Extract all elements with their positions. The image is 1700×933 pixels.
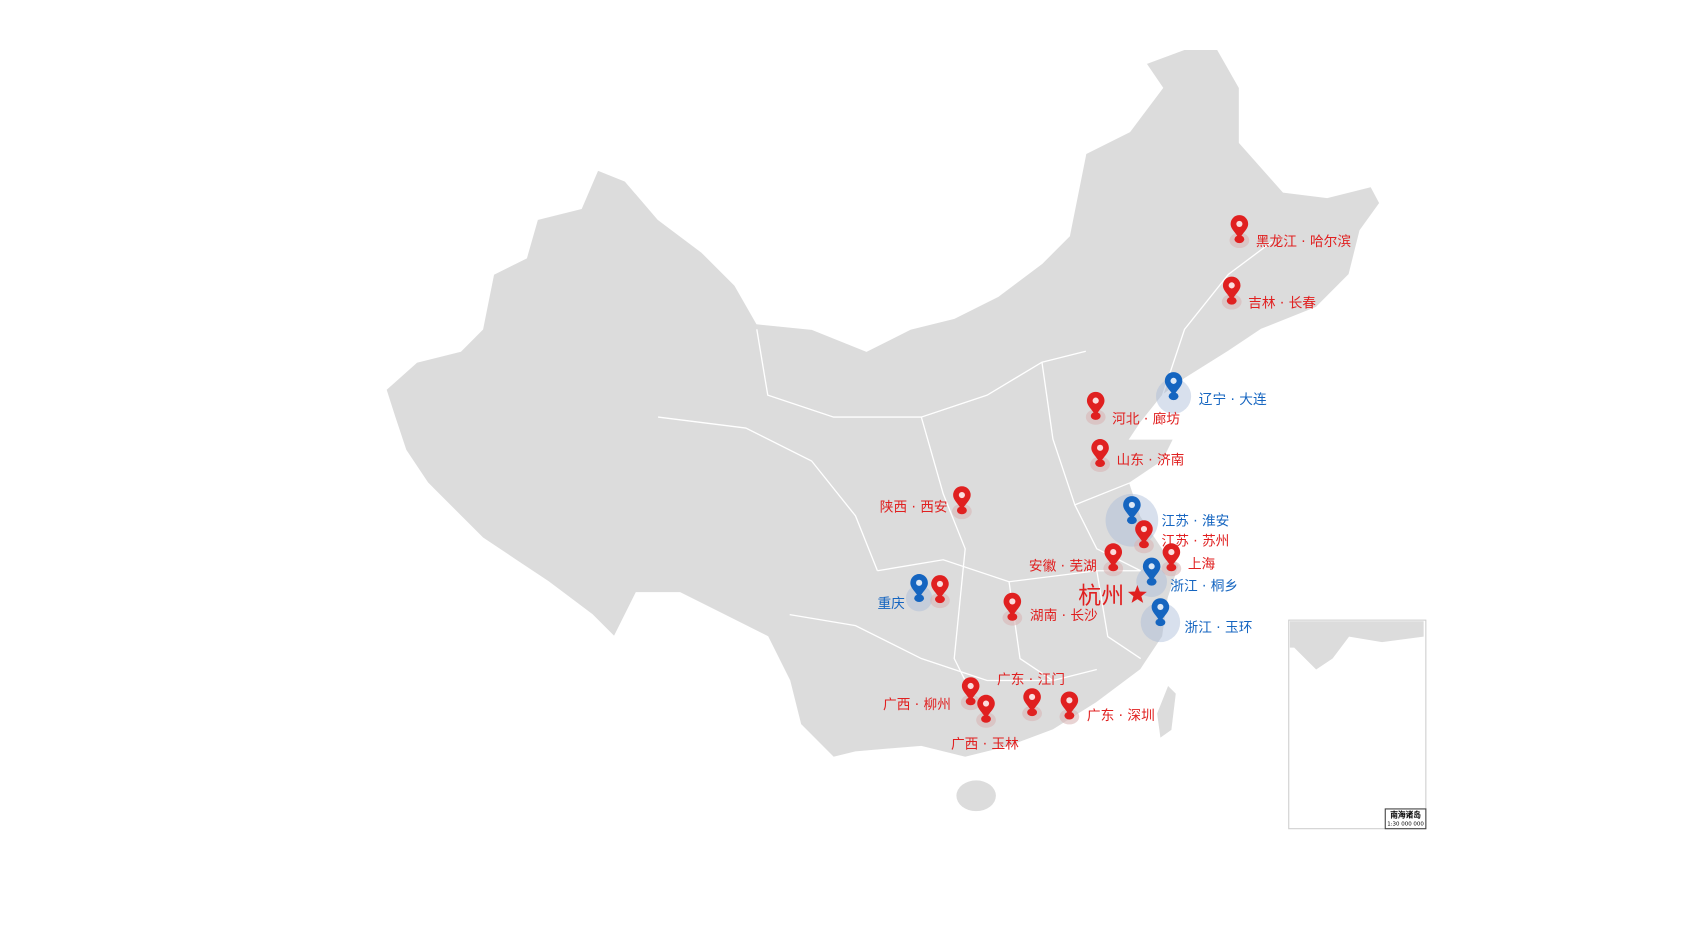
pin-dot [1110,549,1117,556]
marker-label: 安徽 · 芜湖 [1029,558,1097,575]
marker-label: 江苏 · 淮安 [1162,514,1230,530]
marker-label: 广西 · 玉林 [951,737,1019,753]
pin-dot [958,491,965,499]
marker-label: 上海 [1188,557,1216,573]
pin-dot [1228,282,1235,289]
map-pin-icon [1222,276,1241,301]
map-marker[interactable]: 广西 · 柳州 [883,677,981,713]
marker-base [1064,711,1075,720]
marker-label: 浙江 · 桐乡 [1170,579,1238,595]
map-pin-icon [1151,598,1170,623]
marker-label: 辽宁 · 大连 [1199,391,1267,408]
map-marker[interactable]: 辽宁 · 大连 [1156,372,1267,414]
pin-dot [1168,549,1175,556]
map-pin-icon [1091,439,1109,464]
map-marker[interactable]: 吉林 · 长春 [1221,276,1316,312]
map-marker[interactable]: 广东 · 深圳 [1059,691,1155,725]
marker-label: 山东 · 济南 [1117,452,1185,468]
marker-label: 湖南 · 长沙 [1030,608,1098,624]
marker-base [914,594,925,603]
marker-base [1027,708,1038,717]
marker-label: 吉林 · 长春 [1248,295,1316,311]
marker-label: 浙江 · 玉环 [1185,620,1253,636]
china-landmass [385,48,1381,812]
pin-dot [1092,397,1099,404]
pin-dot [1009,598,1016,605]
marker-base [1234,235,1245,244]
marker-label: 广西 · 柳州 [883,696,951,713]
pin-dot [1157,603,1164,611]
map-pin-icon [1086,391,1105,416]
taiwan-island [1157,686,1176,738]
pin-dot [1066,697,1073,704]
marker-label: 陕西 · 西安 [880,499,948,515]
map-pin-icon [1164,372,1183,397]
map-pin-icon [1123,496,1141,521]
pin-dot [967,682,974,690]
marker-label: 黑龙江 · 哈尔滨 [1256,234,1352,250]
map-marker[interactable]: 广西 · 玉林 [951,694,1019,753]
pin-dot [1148,563,1155,570]
pin-dot [1170,377,1177,384]
map-marker[interactable]: 重庆 [877,574,933,612]
inset-title: 南海诸岛 [1390,810,1421,820]
marker-label: 重庆 [877,596,905,612]
marker-base [1155,618,1166,627]
mainland-outline [385,48,1381,758]
map-pin-icon [1142,557,1161,582]
south-china-sea-inset: 南海诸岛 1:30 000 000 [1288,619,1427,830]
map-marker[interactable]: 陕西 · 西安 [880,486,972,520]
pin-dot [982,700,990,707]
pin-dot [916,579,923,586]
map-marker[interactable]: 山东 · 济南 [1090,439,1184,472]
map-pin-icon [1135,520,1153,545]
pin-dot [1097,444,1104,451]
pin-dot [1029,693,1036,701]
marker-base [1139,540,1149,549]
marker-label: 河北 · 廊坊 [1112,411,1180,428]
pin-dot [1140,525,1148,533]
map-pin-icon [977,694,995,719]
marker-base [1090,412,1101,420]
map-marker[interactable]: 浙江 · 玉环 [1140,598,1253,643]
pin-dot [936,580,944,587]
marker-label: 广东 · 江门 [997,672,1065,688]
map-marker[interactable]: 湖南 · 长沙 [1002,592,1098,626]
map-marker[interactable]: 黑龙江 · 哈尔滨 [1229,215,1352,250]
map-pin-icon [1023,688,1041,713]
map-marker[interactable]: 广东 · 江门 [997,672,1065,722]
map-pin-icon [1003,592,1022,617]
marker-base [1146,577,1157,586]
map-pin-icon [1230,215,1249,240]
map-pin-icon [1104,543,1123,568]
marker-base [1126,516,1137,525]
map-marker[interactable]: 上海 [1161,543,1216,577]
marker-label: 江苏 · 苏州 [1162,534,1230,550]
map-marker[interactable]: 河北 · 廊坊 [1085,391,1180,428]
map-pin-icon [1060,691,1079,716]
map-pin-icon [953,486,971,511]
map-marker[interactable]: 安徽 · 芜湖 [1029,543,1124,577]
marker-base [1108,563,1119,572]
map-marker[interactable]: 浙江 · 桐乡 [1136,557,1238,598]
map-pin-icon [1162,543,1181,568]
pin-dot [1128,501,1135,508]
map-pin-icon [910,574,928,599]
map-pin-icon [931,575,949,600]
pin-dot [1236,220,1243,227]
map-pin-icon [961,677,980,702]
hainan-island [956,780,996,812]
marker-label: 广东 · 深圳 [1087,708,1155,724]
capital-marker: 杭州 [1078,584,1147,610]
capital-label: 杭州 [1078,584,1124,610]
map-marker[interactable] [930,575,950,609]
map-marker[interactable]: 江苏 · 苏州 [1134,520,1230,554]
marker-base [1166,563,1177,572]
star-icon [1127,585,1147,603]
inset-scale: 1:30 000 000 [1387,821,1424,827]
